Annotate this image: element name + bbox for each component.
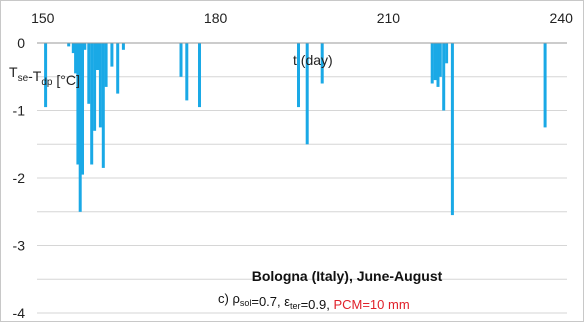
x-axis-label: t (day) <box>293 52 333 68</box>
bar <box>76 43 80 165</box>
chart-subtitle: c) ρsol=0.7, εter=0.9, PCM=10 mm <box>218 291 410 312</box>
bar <box>74 43 78 74</box>
y-axis-label: Tse-Tdp [°C] <box>9 64 80 88</box>
y-tick-label: -3 <box>13 238 26 254</box>
bar <box>430 43 434 84</box>
x-tick-label: 240 <box>550 10 574 26</box>
bar <box>44 43 48 108</box>
bar <box>543 43 547 128</box>
bar <box>101 43 105 168</box>
bar <box>96 43 99 70</box>
bar <box>81 43 84 175</box>
bar <box>445 43 449 64</box>
bar <box>71 43 75 54</box>
bar <box>297 43 300 108</box>
chart-title: Bologna (Italy), June-August <box>252 268 443 284</box>
bar <box>436 43 440 87</box>
bar <box>198 43 201 108</box>
bar <box>83 43 87 50</box>
bar <box>433 43 437 81</box>
y-tick-label: 0 <box>17 35 25 51</box>
bar <box>78 43 82 212</box>
y-tick-label: -1 <box>13 103 26 119</box>
x-tick-label: 180 <box>204 10 228 26</box>
bar <box>104 43 108 87</box>
bar <box>87 43 91 104</box>
bar <box>320 43 324 84</box>
y-tick-labels: 0 -1 -2 -3 -4 <box>13 35 26 321</box>
bar <box>110 43 114 67</box>
bars <box>44 43 547 216</box>
bar <box>93 43 97 131</box>
bar <box>67 43 71 47</box>
gridlines <box>37 76 567 314</box>
x-tick-label: 210 <box>377 10 401 26</box>
x-tick-label: 150 <box>31 10 55 26</box>
bar <box>305 43 309 145</box>
bar <box>121 43 125 50</box>
bar <box>438 43 442 77</box>
y-tick-label: -4 <box>13 305 26 321</box>
bar <box>116 43 120 94</box>
bar <box>98 43 102 128</box>
bar <box>450 43 454 216</box>
y-tick-label: -2 <box>13 170 26 186</box>
bar <box>179 43 183 77</box>
bar <box>442 43 446 111</box>
x-tick-labels: 150 180 210 240 <box>31 10 573 26</box>
bar <box>90 43 94 165</box>
bar <box>185 43 189 101</box>
